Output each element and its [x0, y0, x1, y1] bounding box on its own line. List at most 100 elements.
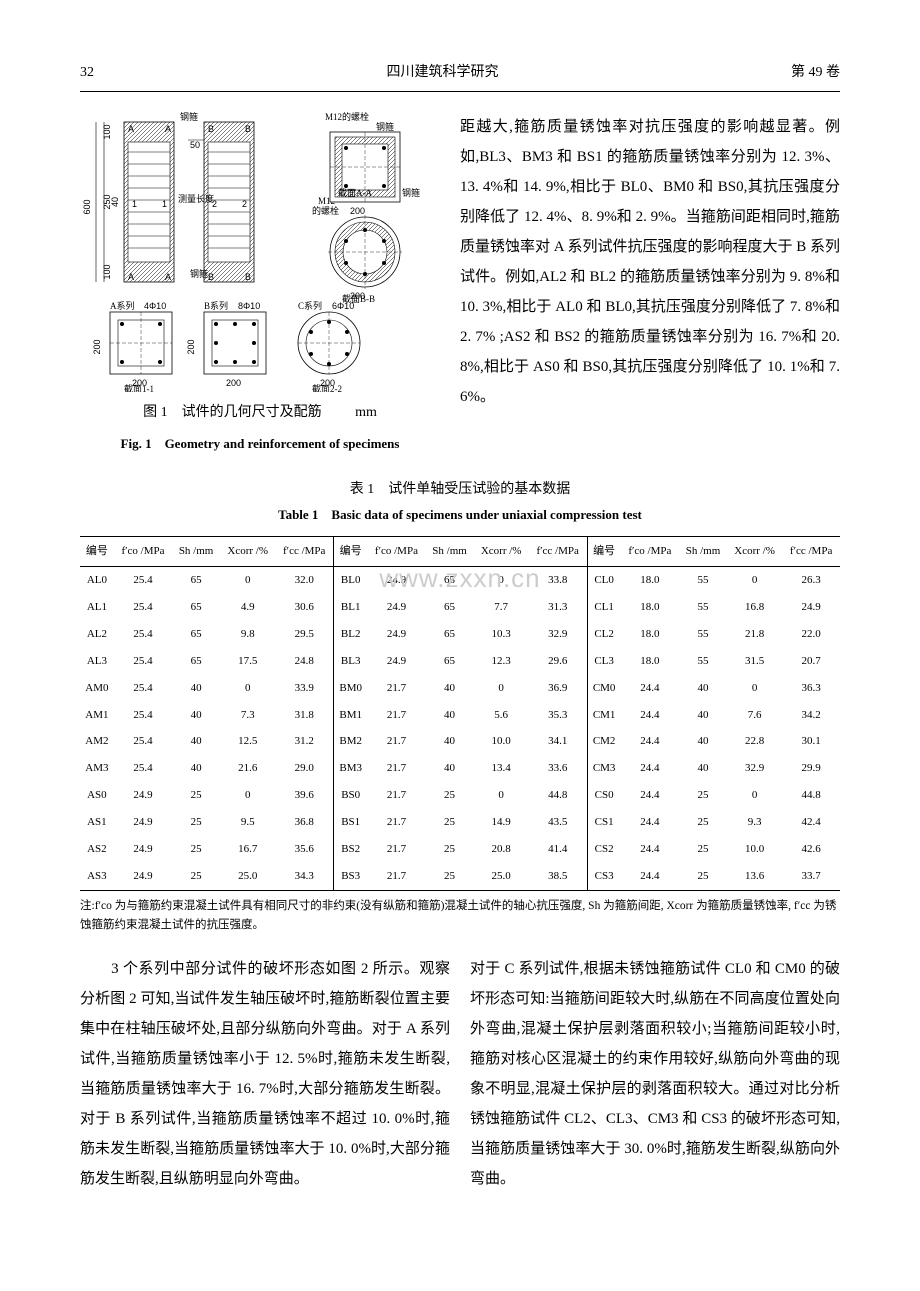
table-1-caption-en: Table 1 Basic data of specimens under un…	[80, 503, 840, 528]
table-row: AL225.4659.829.5BL224.96510.332.9CL218.0…	[80, 621, 840, 648]
table-cell: 40	[426, 675, 474, 702]
bars-c: 6Φ10	[332, 301, 354, 311]
table-cell: 0	[220, 567, 275, 594]
table-cell: CM3	[587, 755, 621, 782]
table-row: AS124.9259.536.8BS121.72514.943.5CS124.4…	[80, 809, 840, 836]
table-cell: 0	[727, 567, 782, 594]
section-mark-2b: 2	[242, 199, 247, 209]
label-meas-len: 测量长度	[178, 193, 214, 204]
table-cell: 17.5	[220, 648, 275, 675]
table-cell: 9.8	[220, 621, 275, 648]
section-mark-a4: A	[165, 272, 171, 282]
table-cell: 33.8	[529, 567, 587, 594]
table-cell: 38.5	[529, 863, 587, 890]
table-cell: 29.0	[275, 755, 333, 782]
dim-200-a1: 200	[92, 339, 102, 354]
table-cell: AL0	[80, 567, 114, 594]
table-cell: 24.4	[621, 702, 679, 729]
table-cell: AM1	[80, 702, 114, 729]
table-row: AM225.44012.531.2BM221.74010.034.1CM224.…	[80, 728, 840, 755]
table-cell: 65	[172, 648, 220, 675]
table-cell: 44.8	[782, 782, 840, 809]
table-cell: 32.9	[727, 755, 782, 782]
table-cell: 25	[679, 836, 727, 863]
section-mark-b2: B	[245, 124, 251, 134]
label-m12-bolt: M12的螺栓	[325, 112, 369, 122]
body-col-right: 对于 C 系列试件,根据未锈蚀箍筋试件 CL0 和 CM0 的破坏形态可知:当箍…	[470, 954, 840, 1194]
table-cell: 0	[220, 675, 275, 702]
table-cell: 9.3	[727, 809, 782, 836]
table-cell: 36.3	[782, 675, 840, 702]
table-cell: 25.4	[114, 728, 172, 755]
table-cell: 29.5	[275, 621, 333, 648]
table-1-note: 注:f′co 为与箍筋约束混凝土试件具有相同尺寸的非约束(没有纵筋和箍筋)混凝土…	[80, 897, 840, 936]
table-cell: 31.2	[275, 728, 333, 755]
label-bolt2: 的螺栓	[312, 205, 339, 216]
table-cell: AL2	[80, 621, 114, 648]
table-cell: 21.7	[367, 836, 425, 863]
table-cell: 40	[679, 755, 727, 782]
table-cell: 25.4	[114, 567, 172, 594]
table-cell: 14.9	[473, 809, 528, 836]
section-mark-a2: A	[165, 124, 171, 134]
body-two-columns: 3 个系列中部分试件的破坏形态如图 2 所示。观察分析图 2 可知,当试件发生轴…	[80, 954, 840, 1194]
page-header: 32 四川建筑科学研究 第 49 卷	[80, 60, 840, 92]
table-1-caption-cn: 表 1 试件单轴受压试验的基本数据	[80, 477, 840, 504]
table-row: AS024.925039.6BS021.725044.8CS024.425044…	[80, 782, 840, 809]
table-row: AL125.4654.930.6BL124.9657.731.3CL118.05…	[80, 594, 840, 621]
table-cell: AS0	[80, 782, 114, 809]
table-cell: 32.9	[529, 621, 587, 648]
label-series-a: A系列	[110, 300, 135, 311]
table-cell: 24.9	[367, 648, 425, 675]
table-cell: 40	[172, 728, 220, 755]
table-cell: 21.7	[367, 782, 425, 809]
table-cell: BM1	[334, 702, 368, 729]
table-cell: 25.4	[114, 594, 172, 621]
table-cell: 40	[426, 728, 474, 755]
section-mark-b3: B	[208, 272, 214, 282]
table-cell: 40	[172, 675, 220, 702]
table-cell: 0	[727, 675, 782, 702]
section-mark-b4: B	[245, 272, 251, 282]
table-cell: 24.9	[782, 594, 840, 621]
table-cell: 24.8	[275, 648, 333, 675]
table-cell: 21.6	[220, 755, 275, 782]
page-number: 32	[80, 60, 94, 87]
table-cell: 35.6	[275, 836, 333, 863]
table-cell: 20.7	[782, 648, 840, 675]
table-header-cell: 编号	[334, 537, 368, 567]
dim-40: 40	[110, 197, 120, 207]
table-cell: 24.4	[621, 728, 679, 755]
label-steel-hoop2: 钢箍	[376, 121, 394, 132]
table-cell: 10.3	[473, 621, 528, 648]
table-cell: 40	[679, 728, 727, 755]
table-cell: 25	[679, 809, 727, 836]
table-cell: 25.0	[220, 863, 275, 890]
table-row: AM325.44021.629.0BM321.74013.433.6CM324.…	[80, 755, 840, 782]
table-cell: 30.6	[275, 594, 333, 621]
table-cell: 42.4	[782, 809, 840, 836]
label-rebar-hoop: 钢箍	[180, 112, 198, 122]
body-col-left: 3 个系列中部分试件的破坏形态如图 2 所示。观察分析图 2 可知,当试件发生轴…	[80, 954, 450, 1194]
table-cell: BM2	[334, 728, 368, 755]
table-cell: AM3	[80, 755, 114, 782]
table-cell: 25	[172, 809, 220, 836]
table-header-cell: Sh /mm	[172, 537, 220, 567]
figure-and-text-row: 600 100 250 100 40	[80, 112, 840, 457]
table-header-cell: Xcorr /%	[727, 537, 782, 567]
table-cell: 25	[679, 863, 727, 890]
table-cell: AM0	[80, 675, 114, 702]
table-cell: AL3	[80, 648, 114, 675]
section-mark-1a: 1	[132, 199, 137, 209]
table-cell: 32.0	[275, 567, 333, 594]
table-cell: 16.8	[727, 594, 782, 621]
table-cell: 7.3	[220, 702, 275, 729]
table-cell: CM1	[587, 702, 621, 729]
table-cell: 24.4	[621, 755, 679, 782]
table-cell: 21.7	[367, 809, 425, 836]
table-cell: 55	[679, 567, 727, 594]
table-cell: BL2	[334, 621, 368, 648]
dim-100b: 100	[102, 264, 112, 279]
table-cell: 25.4	[114, 755, 172, 782]
table-cell: 31.5	[727, 648, 782, 675]
